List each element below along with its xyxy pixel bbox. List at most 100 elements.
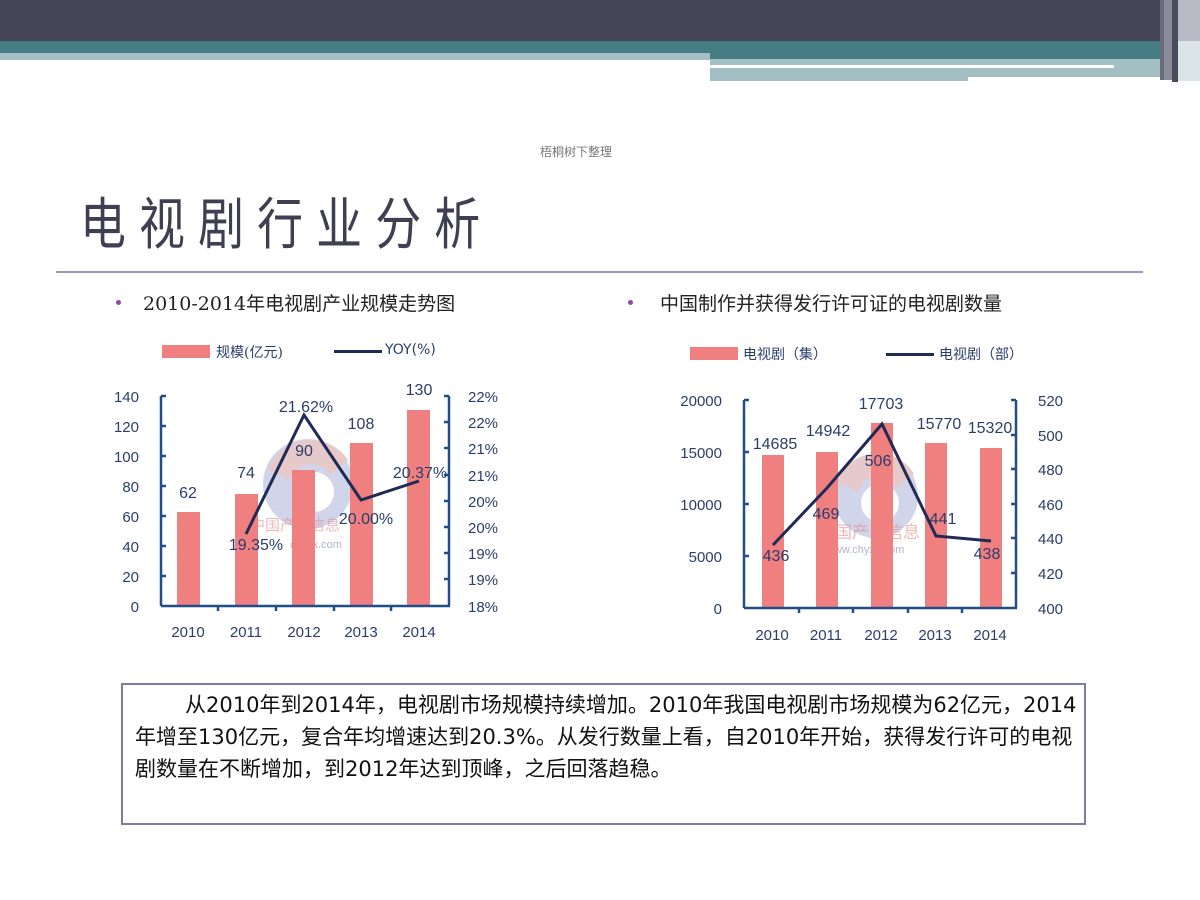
svg-text:440: 440 [1038,531,1063,548]
left-chart-axes [159,394,451,611]
svg-text:19%: 19% [468,572,498,589]
line-data-labels: 19.35% 21.62% 20.00% 20.37% [229,399,447,554]
svg-text:22%: 22% [468,415,498,432]
legend-bar-label: 规模(亿元) [216,345,283,361]
legend-line-swatch [334,350,382,353]
bar-data-labels: 14685 14942 17703 15770 15320 [753,396,1013,453]
legend-bar-swatch [162,345,210,358]
svg-text:100: 100 [114,449,139,466]
svg-text:140: 140 [114,389,139,406]
svg-text:2014: 2014 [402,624,435,641]
svg-text:20%: 20% [468,520,498,537]
page-title: 电视剧行业分析 [80,193,494,258]
right-chart-axes [742,398,1018,613]
header-edge-stripe [1172,0,1178,82]
svg-text:130: 130 [406,382,433,399]
svg-text:480: 480 [1038,462,1063,479]
svg-text:20: 20 [122,569,139,586]
legend-bar-swatch [690,347,738,360]
yoy-line [244,411,420,535]
svg-text:506: 506 [865,453,892,470]
x-axis-labels: 2010 2011 2012 2013 2014 [755,627,1006,644]
svg-text:2010: 2010 [171,624,204,641]
legend-line-label: YOY(%) [385,342,436,358]
header-band-light-left [0,53,710,60]
svg-text:14942: 14942 [806,423,851,440]
right-y-axis-labels: 520 500 480 460 440 420 400 [1038,393,1063,618]
bar-2013 [925,443,947,607]
svg-text:15770: 15770 [917,416,962,433]
svg-text:22%: 22% [468,389,498,406]
svg-text:400: 400 [1038,601,1063,618]
svg-text:15320: 15320 [968,420,1013,437]
svg-text:21%: 21% [468,441,498,458]
svg-text:0: 0 [714,601,722,618]
bar-2011 [816,452,838,607]
bullet-icon [116,300,121,305]
svg-text:5000: 5000 [689,549,722,566]
svg-text:18%: 18% [468,599,498,616]
svg-text:436: 436 [763,548,790,565]
svg-text:500: 500 [1038,428,1063,445]
source-note: 梧桐树下整理 [540,145,613,159]
line-data-labels: 436 469 506 441 438 [763,453,1001,565]
bar-2012 [871,423,893,607]
legend-line-swatch [886,353,934,356]
svg-text:80: 80 [122,479,139,496]
bar-2012 [292,470,315,605]
svg-text:14685: 14685 [753,436,798,453]
svg-text:2012: 2012 [287,624,320,641]
summary-text: 从2010年到2014年，电视剧市场规模持续增加。2010年我国电视剧市场规模为… [135,693,1077,781]
svg-text:19.35%: 19.35% [229,537,283,554]
header-band-light-right [710,59,1160,81]
svg-text:20%: 20% [468,494,498,511]
header-edge-stripe [1178,41,1200,81]
svg-text:2011: 2011 [810,627,842,644]
svg-text:20000: 20000 [680,393,722,410]
svg-text:2013: 2013 [344,624,377,641]
header-edge-stripe [1160,0,1164,80]
svg-text:20.37%: 20.37% [393,465,447,482]
right-bars [762,423,1002,607]
svg-text:520: 520 [1038,393,1063,410]
svg-text:40: 40 [122,539,139,556]
legend-line-label: 电视剧（部） [939,347,1023,363]
x-axis-labels: 2010 2011 2012 2013 2014 [171,624,435,641]
left-y-axis-labels: 140 120 100 80 60 40 20 0 [114,389,139,616]
header-band-white-strip [710,65,1114,68]
svg-text:108: 108 [348,416,375,433]
svg-text:438: 438 [974,546,1001,563]
summary-box: 从2010年到2014年，电视剧市场规模持续增加。2010年我国电视剧市场规模为… [121,683,1086,825]
title-divider [56,271,1143,273]
header-edge-stripe [1164,0,1172,80]
left-y-axis-labels: 20000 15000 10000 5000 0 [680,393,722,618]
svg-text:20.00%: 20.00% [339,511,393,528]
bar-2014 [407,410,430,605]
right-chart-title: 中国制作并获得发行许可证的电视剧数量 [660,293,1003,315]
count-line [771,421,992,547]
bullet-icon [628,300,633,305]
watermark-text: 中国产业信息 [818,523,920,542]
left-chart-title: 2010-2014年电视剧产业规模走势图 [143,293,456,315]
legend-bar-label: 电视剧（集） [743,347,827,363]
left-bars [177,410,430,605]
svg-text:2011: 2011 [230,624,262,641]
right-y-axis-labels: 22% 22% 21% 21% 20% 20% 19% 19% 18% [468,389,498,616]
svg-text:15000: 15000 [680,445,722,462]
svg-text:10000: 10000 [680,497,722,514]
svg-text:2012: 2012 [864,627,897,644]
svg-text:2010: 2010 [755,627,788,644]
svg-text:60: 60 [122,509,139,526]
svg-text:120: 120 [114,419,139,436]
svg-text:90: 90 [295,443,313,460]
svg-text:62: 62 [179,485,197,502]
svg-text:19%: 19% [468,546,498,563]
svg-text:0: 0 [131,599,139,616]
header-band-dark [0,0,1160,41]
svg-text:17703: 17703 [859,396,904,413]
bar-2010 [762,455,784,607]
svg-text:2014: 2014 [973,627,1006,644]
bar-2014 [980,448,1002,607]
